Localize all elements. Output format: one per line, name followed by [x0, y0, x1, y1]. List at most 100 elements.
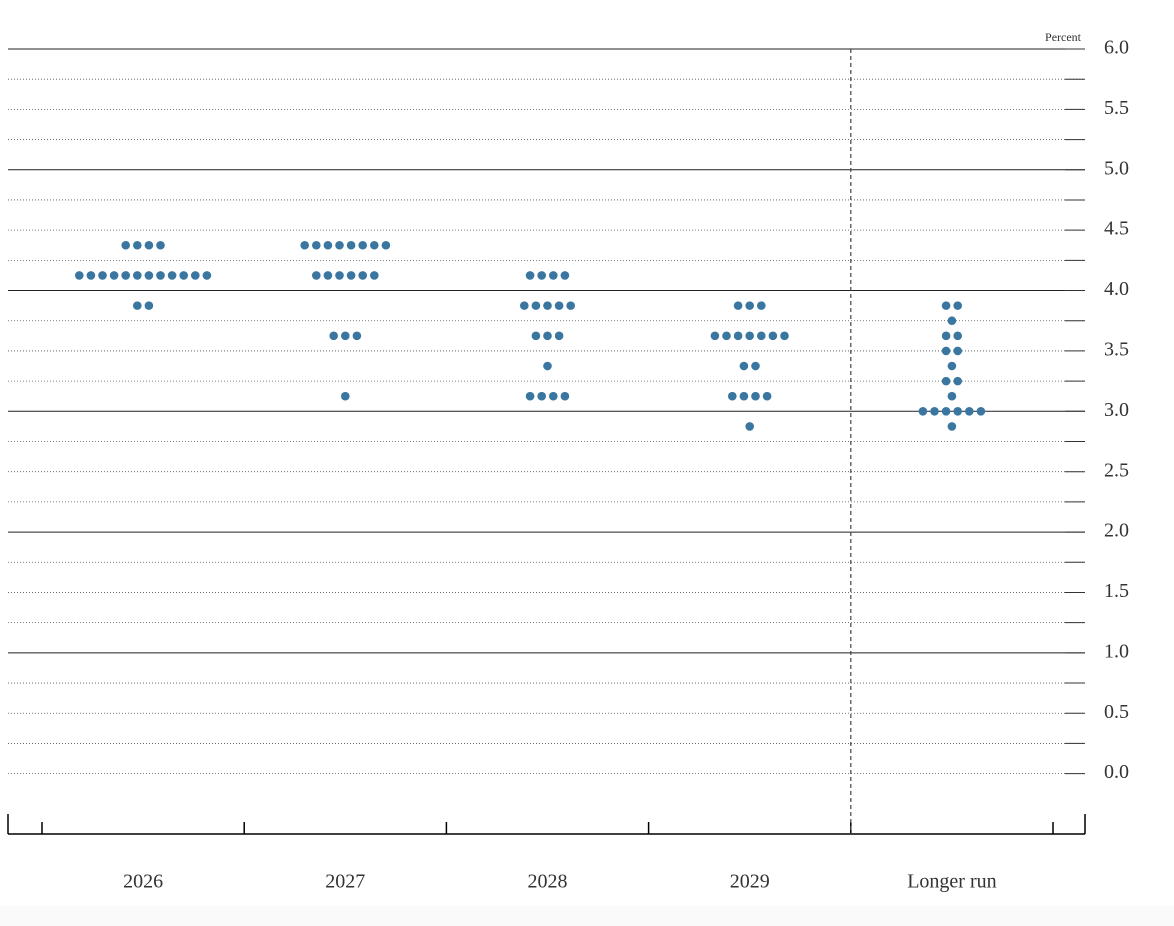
dot [918, 407, 928, 416]
dot-row [733, 301, 766, 310]
dot [329, 331, 339, 341]
dot [312, 271, 321, 280]
dot-row [525, 271, 570, 280]
dot [335, 240, 344, 250]
dot [930, 407, 939, 416]
dot-row [947, 391, 957, 401]
dot [144, 301, 154, 310]
dot [780, 331, 789, 341]
dot [554, 301, 564, 310]
dot [566, 301, 575, 310]
dot [75, 271, 84, 280]
dot [543, 301, 552, 310]
dot [370, 271, 379, 280]
dot [947, 422, 957, 431]
dot [751, 391, 760, 401]
dot [381, 240, 391, 250]
dot [537, 271, 546, 280]
dot [768, 331, 778, 341]
x-tick-label: Longer run [907, 871, 996, 893]
dot-row [941, 346, 962, 356]
dot [953, 301, 962, 310]
dot [346, 271, 356, 280]
dot [133, 240, 142, 250]
y-tick-label: 1.5 [1104, 580, 1129, 602]
dot [733, 301, 743, 310]
dot-row [918, 407, 986, 416]
dot [953, 376, 962, 386]
dot [947, 391, 957, 401]
y-tick-label: 0.0 [1104, 761, 1129, 783]
dot-row [300, 240, 391, 250]
dot [953, 407, 962, 416]
dot [312, 240, 321, 250]
dot-row [520, 301, 575, 310]
dot-row [329, 331, 362, 341]
dot [300, 240, 310, 250]
y-tick-label: 1.0 [1104, 640, 1129, 662]
dot [537, 391, 546, 401]
dot [745, 422, 754, 431]
dot [191, 271, 200, 280]
dot [531, 301, 541, 310]
y-tick-label: 5.0 [1104, 157, 1129, 179]
x-tick-label: 2026 [123, 871, 163, 893]
dot [121, 240, 130, 250]
dot [323, 240, 333, 250]
y-tick-label: 4.0 [1104, 278, 1129, 300]
dot [133, 271, 142, 280]
dot [733, 331, 743, 341]
dot-row [941, 376, 962, 386]
dot [965, 407, 974, 416]
dot [156, 271, 165, 280]
dot-row [739, 361, 760, 371]
dot [525, 391, 535, 401]
x-tick-label: 2027 [325, 871, 365, 893]
dot [358, 240, 368, 250]
dot-row [312, 271, 379, 280]
y-tick-label: 3.5 [1104, 339, 1129, 361]
dot-row [745, 422, 754, 431]
dot [941, 301, 951, 310]
dot [179, 271, 188, 280]
x-tick-label: 2029 [730, 871, 770, 893]
dot [144, 240, 154, 250]
dot [941, 331, 951, 341]
dot [549, 271, 558, 280]
dot-row [121, 240, 165, 250]
dot [341, 331, 350, 341]
dot-row [75, 271, 212, 280]
dot [358, 271, 368, 280]
dot [335, 271, 344, 280]
y-tick-label: 0.5 [1104, 701, 1129, 723]
dot [560, 271, 570, 280]
dot [156, 240, 165, 250]
dot [144, 271, 154, 280]
dot [728, 391, 737, 401]
dot [352, 331, 362, 341]
y-tick-label: 4.5 [1104, 218, 1129, 240]
dot [370, 240, 379, 250]
y-axis-label: Percent [1045, 30, 1082, 44]
dot-row [941, 331, 962, 341]
dot [560, 391, 570, 401]
dot [543, 331, 552, 341]
dot [757, 301, 766, 310]
dot-row [728, 391, 772, 401]
dot [543, 361, 552, 371]
dot [98, 271, 107, 280]
y-tick-label: 6.0 [1104, 37, 1129, 59]
dot [757, 331, 766, 341]
dot [751, 361, 760, 371]
dot [167, 271, 177, 280]
dot [202, 271, 212, 280]
dot [953, 331, 962, 341]
dot-row [133, 301, 154, 310]
y-tick-label: 2.5 [1104, 459, 1129, 481]
dot [710, 331, 720, 341]
dot-row [710, 331, 789, 341]
dot [121, 271, 130, 280]
dot [745, 301, 754, 310]
